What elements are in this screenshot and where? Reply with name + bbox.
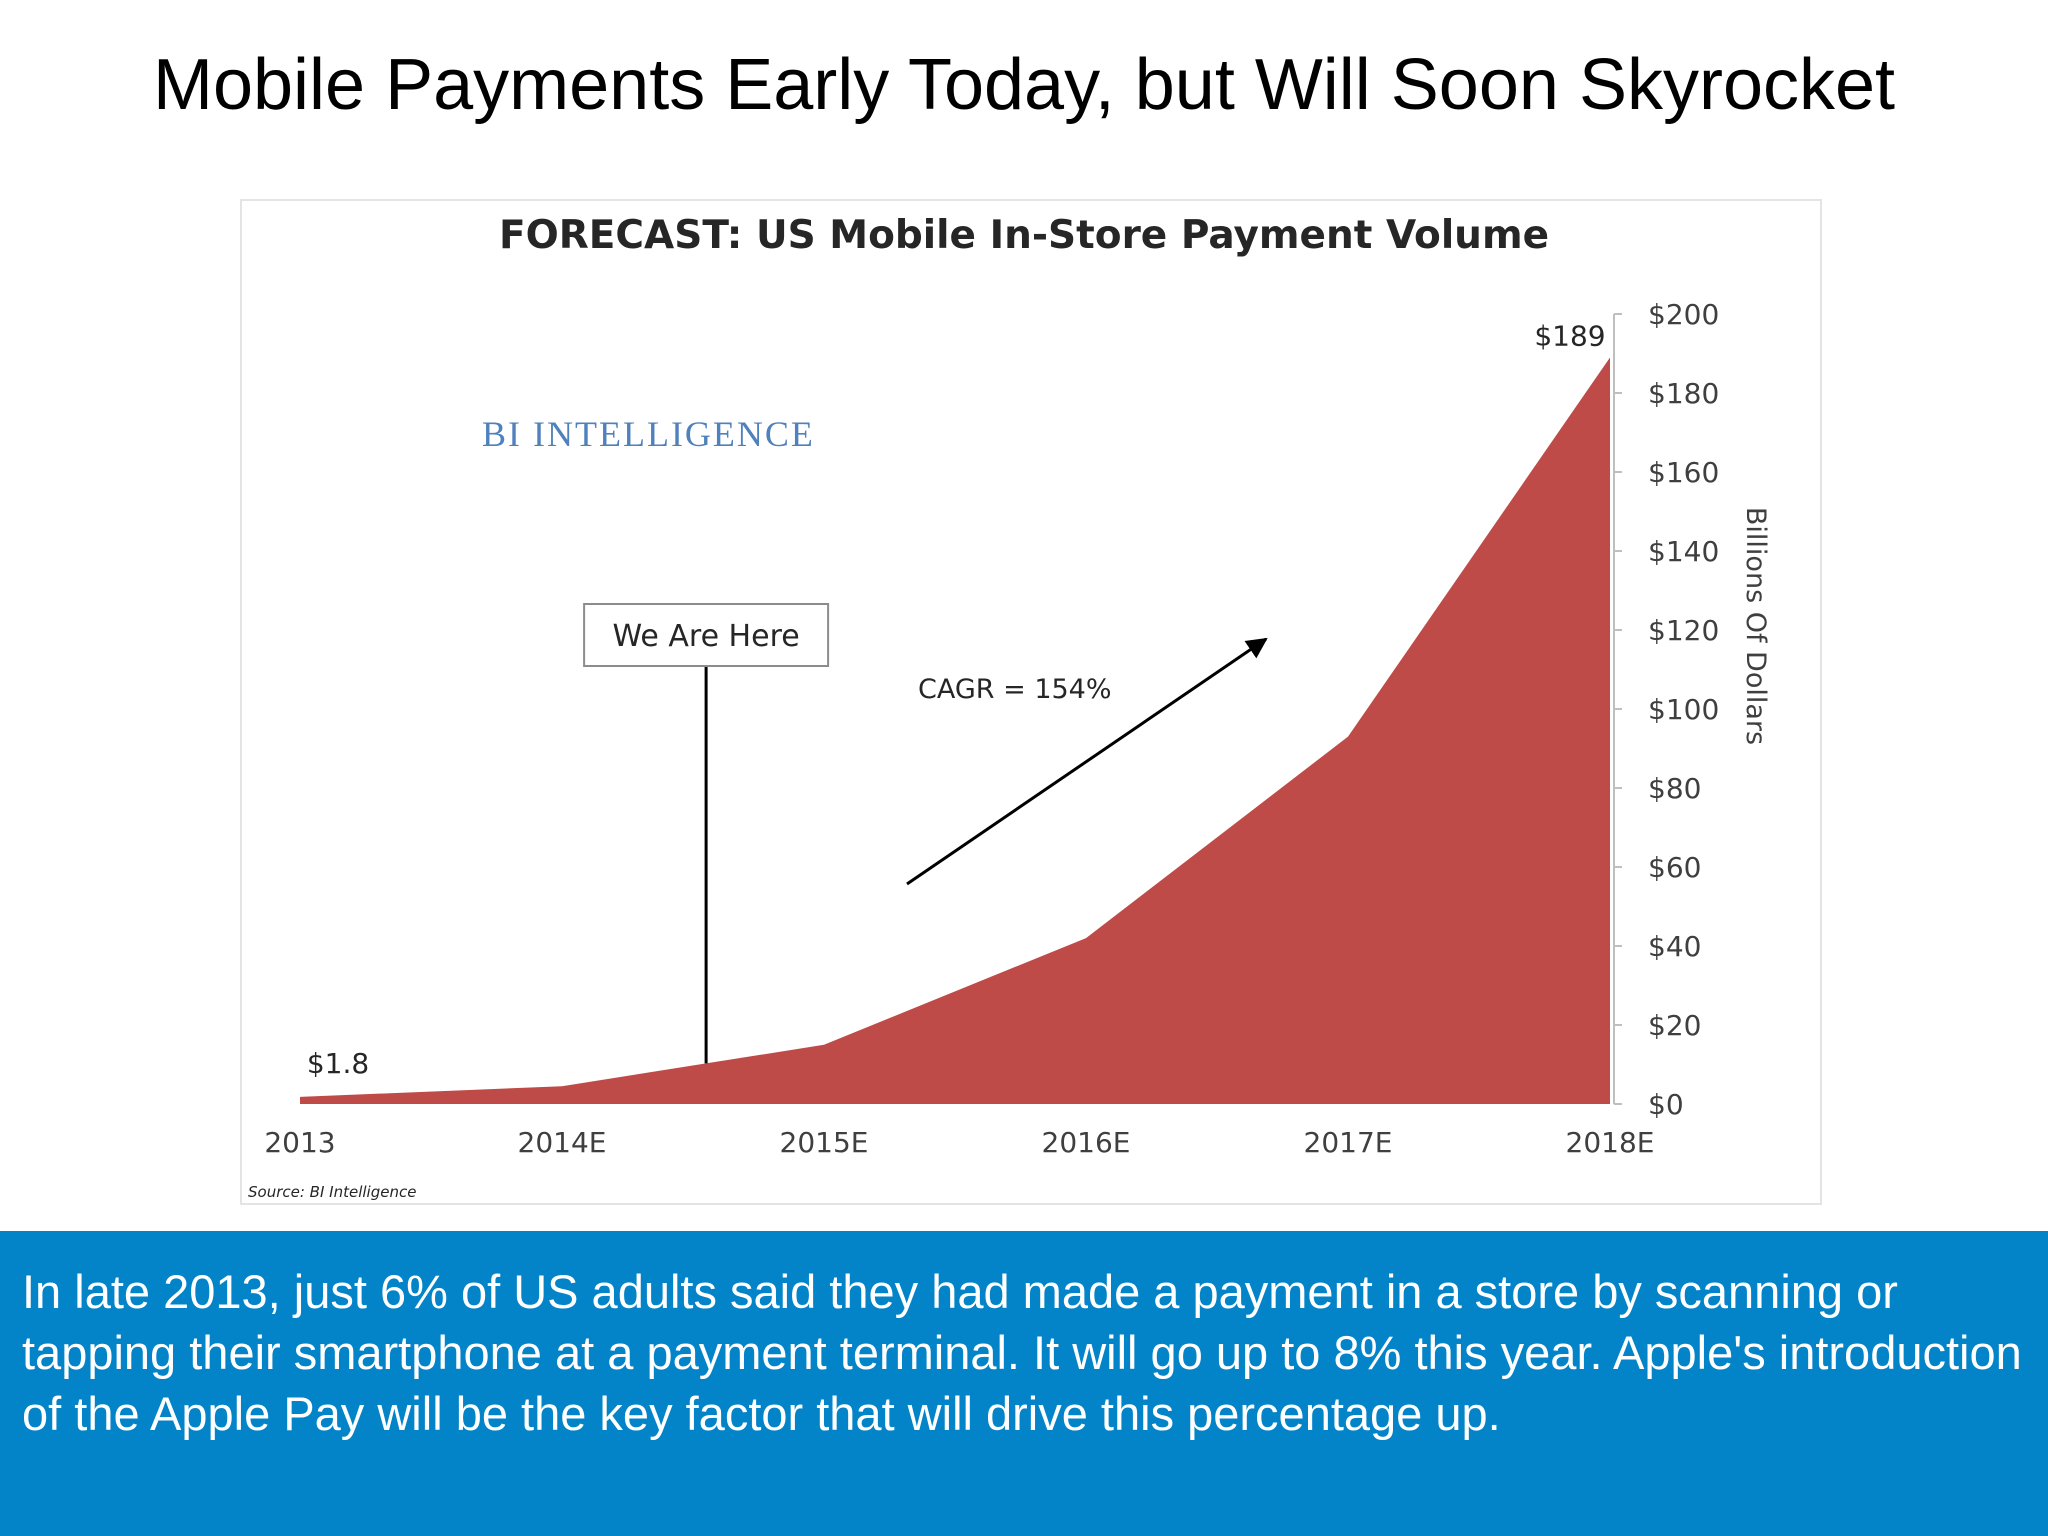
y-tick-label: $120 [1648, 614, 1719, 647]
y-tick-label: $140 [1648, 535, 1719, 568]
data-labels: $1.8 $189 [307, 319, 1606, 1079]
y-tick-label: $20 [1648, 1009, 1701, 1042]
y-tick-label: $180 [1648, 377, 1719, 410]
x-tick-label: 2018E [1566, 1126, 1655, 1159]
slide-title: Mobile Payments Early Today, but Will So… [152, 45, 1896, 125]
cagr-label: CAGR = 154% [918, 674, 1112, 705]
y-tick-label: $0 [1648, 1088, 1684, 1121]
y-tick-label: $60 [1648, 851, 1701, 884]
y-tick-label: $80 [1648, 772, 1701, 805]
chart-frame: FORECAST: US Mobile In-Store Payment Vol… [240, 199, 1822, 1205]
source-note: Source: BI Intelligence [248, 1183, 416, 1201]
data-label: $1.8 [307, 1047, 369, 1080]
area-series [300, 357, 1610, 1104]
we-are-here-marker: We Are Here [583, 603, 830, 1064]
growth-annotation: CAGR = 154% [906, 637, 1268, 886]
we-are-here-box [583, 603, 830, 667]
chart-title: FORECAST: US Mobile In-Store Payment Vol… [499, 213, 1549, 258]
x-tick-label: 2015E [780, 1126, 869, 1159]
data-label: $189 [1534, 319, 1605, 352]
growth-arrow [906, 637, 1268, 886]
area-layer [299, 357, 1611, 1104]
y-tick-label: $40 [1648, 930, 1701, 963]
x-axis: 2013 2014E 2015E 2016E 2017E 2018E [264, 1126, 1654, 1159]
x-tick-label: 2013 [264, 1126, 335, 1159]
we-are-here-label: We Are Here [612, 619, 799, 654]
y-tick-label: $160 [1648, 456, 1719, 489]
x-tick-label: 2017E [1304, 1126, 1393, 1159]
y-tick-label: $100 [1648, 693, 1719, 726]
y-tick-label: $200 [1648, 298, 1719, 331]
caption-text: In late 2013, just 6% of US adults said … [22, 1265, 2022, 1440]
x-tick-label: 2014E [518, 1126, 607, 1159]
brand-watermark: BI INTELLIGENCE [482, 414, 815, 454]
y-axis: $0 $20 $40 $60 $80 $100 $120 $140 $160 $180 $200 [1613, 298, 1719, 1121]
y-axis-title: Billions Of Dollars [1740, 507, 1771, 745]
caption-panel: In late 2013, just 6% of US adults said … [0, 1231, 2048, 1536]
x-tick-label: 2016E [1042, 1126, 1131, 1159]
area-chart: FORECAST: US Mobile In-Store Payment Vol… [248, 213, 1771, 1201]
